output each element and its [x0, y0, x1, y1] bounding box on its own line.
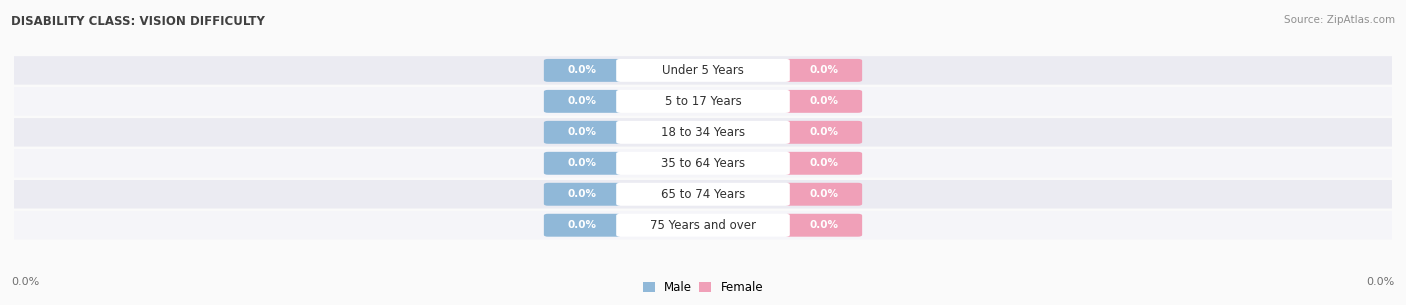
- FancyBboxPatch shape: [785, 214, 862, 237]
- Text: 0.0%: 0.0%: [808, 158, 838, 168]
- FancyBboxPatch shape: [14, 149, 1392, 178]
- FancyBboxPatch shape: [785, 183, 862, 206]
- Text: 0.0%: 0.0%: [11, 277, 39, 287]
- FancyBboxPatch shape: [616, 90, 790, 113]
- Text: 0.0%: 0.0%: [808, 127, 838, 137]
- Text: 0.0%: 0.0%: [568, 65, 598, 75]
- FancyBboxPatch shape: [785, 152, 862, 175]
- FancyBboxPatch shape: [544, 214, 621, 237]
- FancyBboxPatch shape: [14, 87, 1392, 116]
- FancyBboxPatch shape: [785, 90, 862, 113]
- FancyBboxPatch shape: [616, 214, 790, 237]
- Text: 65 to 74 Years: 65 to 74 Years: [661, 188, 745, 201]
- FancyBboxPatch shape: [14, 180, 1392, 209]
- Text: 0.0%: 0.0%: [808, 189, 838, 199]
- Text: 35 to 64 Years: 35 to 64 Years: [661, 157, 745, 170]
- Text: 0.0%: 0.0%: [568, 96, 598, 106]
- Text: 0.0%: 0.0%: [568, 127, 598, 137]
- Text: 5 to 17 Years: 5 to 17 Years: [665, 95, 741, 108]
- Text: Source: ZipAtlas.com: Source: ZipAtlas.com: [1284, 15, 1395, 25]
- FancyBboxPatch shape: [544, 183, 621, 206]
- Text: 0.0%: 0.0%: [808, 65, 838, 75]
- FancyBboxPatch shape: [14, 118, 1392, 147]
- Text: 0.0%: 0.0%: [568, 158, 598, 168]
- Text: DISABILITY CLASS: VISION DIFFICULTY: DISABILITY CLASS: VISION DIFFICULTY: [11, 15, 266, 28]
- Text: 0.0%: 0.0%: [808, 96, 838, 106]
- FancyBboxPatch shape: [616, 121, 790, 144]
- Legend: Male, Female: Male, Female: [638, 277, 768, 299]
- Text: Under 5 Years: Under 5 Years: [662, 64, 744, 77]
- FancyBboxPatch shape: [14, 211, 1392, 239]
- FancyBboxPatch shape: [14, 56, 1392, 84]
- Text: 0.0%: 0.0%: [808, 220, 838, 230]
- Text: 0.0%: 0.0%: [568, 220, 598, 230]
- Text: 18 to 34 Years: 18 to 34 Years: [661, 126, 745, 139]
- FancyBboxPatch shape: [544, 121, 621, 144]
- FancyBboxPatch shape: [616, 183, 790, 206]
- FancyBboxPatch shape: [544, 152, 621, 175]
- FancyBboxPatch shape: [616, 152, 790, 175]
- FancyBboxPatch shape: [544, 59, 621, 82]
- Text: 0.0%: 0.0%: [1367, 277, 1395, 287]
- FancyBboxPatch shape: [616, 59, 790, 82]
- FancyBboxPatch shape: [785, 59, 862, 82]
- Text: 0.0%: 0.0%: [568, 189, 598, 199]
- FancyBboxPatch shape: [544, 90, 621, 113]
- Text: 75 Years and over: 75 Years and over: [650, 219, 756, 232]
- FancyBboxPatch shape: [785, 121, 862, 144]
